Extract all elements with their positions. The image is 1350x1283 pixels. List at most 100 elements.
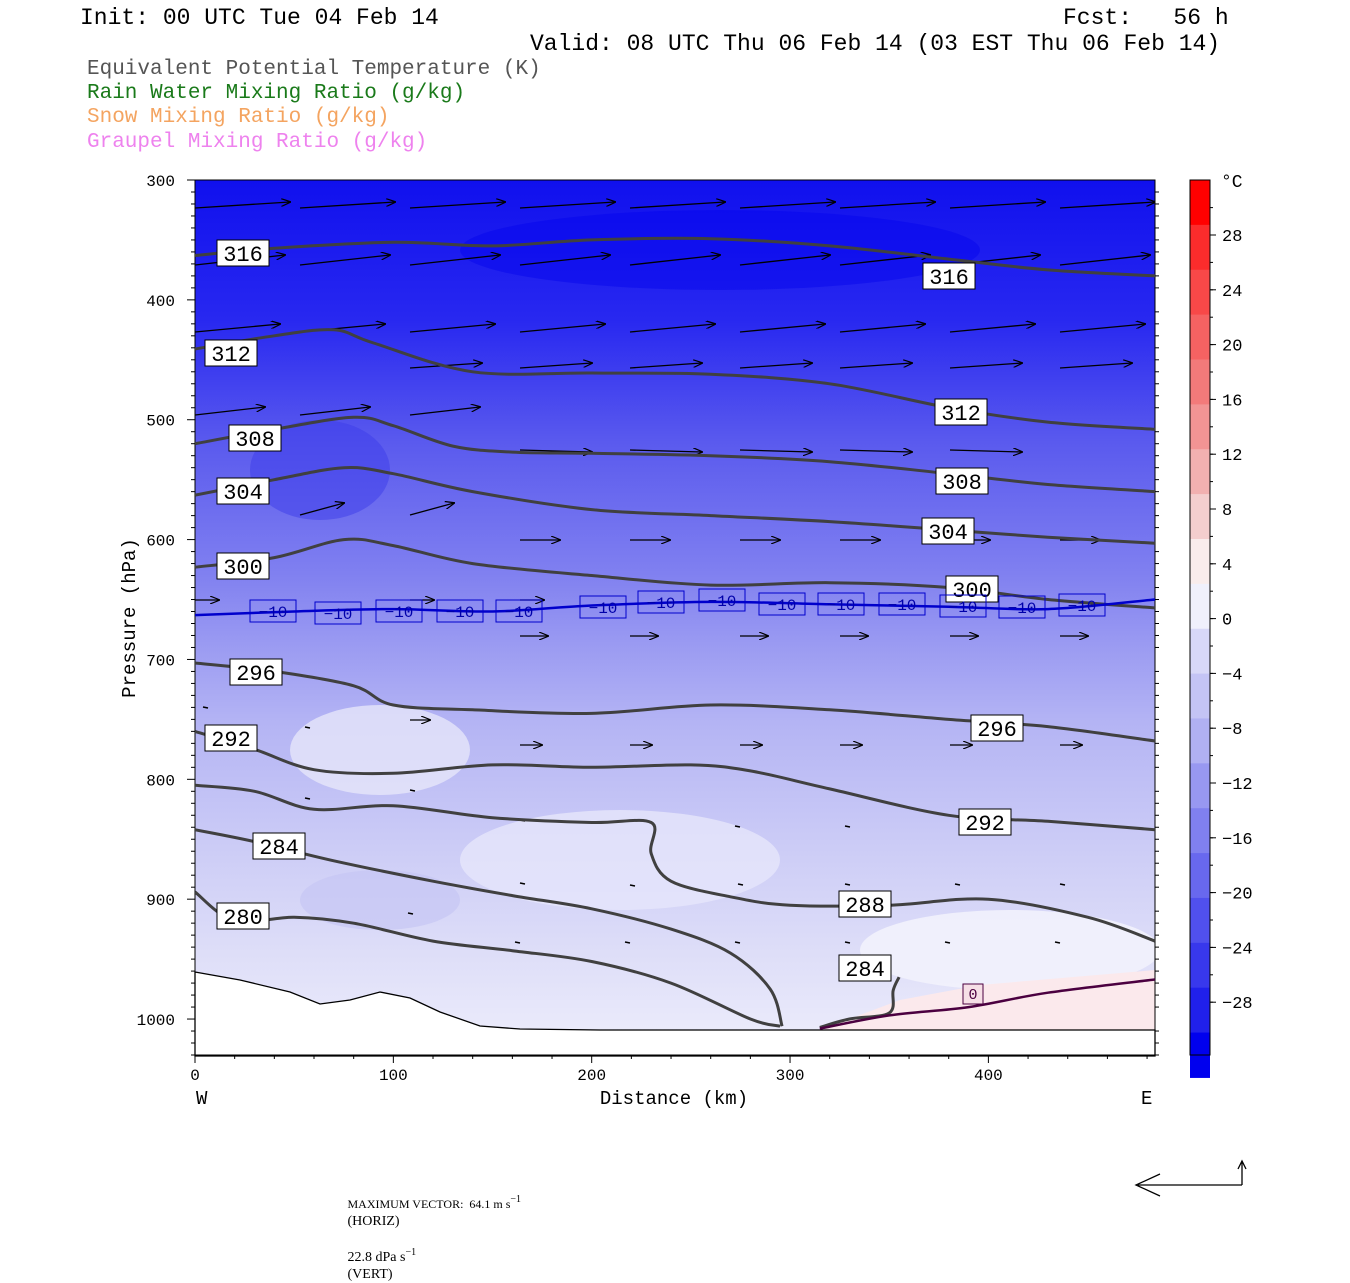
- wind-vector: [739, 202, 835, 209]
- contour-label-box: [579, 595, 627, 619]
- colorbar-tick-label: 4: [1222, 557, 1232, 576]
- colorbar-band: [1190, 224, 1210, 271]
- x-tick-label: 0: [190, 1067, 200, 1085]
- wind-vector-small: [629, 884, 636, 887]
- wind-vector-small: [514, 941, 521, 944]
- colorbar: 28 24 20 16 12 8 4 0 −4 −8 −12 −16 −20 −24 −28: [1189, 179, 1253, 1078]
- contour-label: −10: [385, 604, 414, 622]
- wind-vector: [839, 324, 925, 333]
- colorbar-tick-label: −28: [1222, 995, 1253, 1014]
- contour-label: −10: [324, 606, 353, 624]
- colorbar-band: [1190, 763, 1210, 809]
- contour-label: 288: [845, 894, 885, 919]
- wind-vector-small: [407, 912, 414, 915]
- contour-label: −10: [647, 595, 676, 613]
- colorbar-tick-label: −16: [1222, 831, 1253, 850]
- contour-label: −10: [827, 597, 856, 615]
- contour-label-box: [216, 477, 270, 505]
- contour-label-box: [962, 983, 984, 1005]
- colorbar-band: [1190, 314, 1210, 360]
- colorbar-tick-label: 12: [1222, 447, 1242, 466]
- wind-vector: [195, 407, 265, 416]
- contour-labels: 316 316 312 312 308 308 304 304 300 300 296 296 292 2…: [204, 239, 1106, 1005]
- init-time: Init: 00 UTC Tue 04 Feb 14: [80, 5, 439, 31]
- x-tick-label: 400: [974, 1067, 1003, 1085]
- wind-vector-small: [624, 941, 631, 944]
- theta-e-contour-280: [195, 890, 781, 1028]
- legend-item-rain: Rain Water Mixing Ratio (g/kg): [87, 82, 466, 105]
- wind-vector: [519, 255, 610, 266]
- wind-vector: [629, 255, 720, 266]
- legend-item-snow: Snow Mixing Ratio (g/kg): [87, 106, 390, 129]
- legend-item-theta-e: Equivalent Potential Temperature (K): [87, 58, 541, 81]
- wind-vector: [519, 324, 605, 333]
- y-tick-label: 1000: [137, 1012, 175, 1030]
- contour-label: −10: [446, 604, 475, 622]
- theta-e-contour-316: [195, 236, 1155, 278]
- colorbar-tick-label: 20: [1222, 338, 1242, 357]
- wind-vector: [519, 202, 615, 209]
- colorbar-tick-label: −4: [1222, 666, 1242, 685]
- max-vector-note: MAXIMUM VECTOR: 64.1 m s−1 (HORIZ) 22.8 …: [347, 1194, 522, 1282]
- colorbar-tick-label: −8: [1222, 721, 1242, 740]
- wind-vector: [739, 363, 812, 369]
- contour-label: 312: [211, 343, 251, 368]
- contour-label: −10: [1008, 600, 1037, 618]
- wind-vector: [839, 450, 912, 452]
- wind-vector: [739, 450, 812, 452]
- y-axis-label: Pressure (hPa): [119, 538, 141, 698]
- contour-label-box: [998, 595, 1046, 619]
- contour-label: −10: [259, 604, 288, 622]
- contour-label-box: [934, 398, 988, 426]
- wind-vector-small: [737, 883, 744, 886]
- plot-area: [194, 179, 1156, 1057]
- wind-vector: [299, 407, 370, 416]
- contour-label: 304: [928, 521, 968, 546]
- wind-vector: [1059, 324, 1145, 333]
- contour-label-box: [375, 599, 423, 623]
- temperature-contour--10: [195, 598, 1155, 617]
- wind-vector-small: [844, 941, 851, 944]
- contour-label: 316: [929, 266, 969, 291]
- contour-label: 312: [941, 402, 981, 427]
- contour-label: 0: [968, 987, 977, 1004]
- contour-label-box: [314, 601, 362, 625]
- contour-label: 316: [223, 243, 263, 268]
- wind-vector: [409, 503, 454, 516]
- colorbar-band: [1190, 942, 1210, 989]
- contour-label-box: [838, 954, 892, 982]
- colorbar-tick-label: 8: [1222, 502, 1232, 521]
- x-axis-label: Distance (km): [600, 1088, 748, 1110]
- colorbar-tick-label: 24: [1222, 283, 1242, 302]
- colorbar-band: [1190, 987, 1210, 1034]
- wind-vector-small: [954, 883, 961, 886]
- colorbar-frame: [1189, 179, 1211, 1056]
- contour-label: 300: [952, 579, 992, 604]
- west-label: W: [196, 1088, 208, 1110]
- contour-label-box: [216, 902, 270, 930]
- colorbar-band: [1190, 180, 1210, 226]
- contour-label: 308: [235, 428, 275, 453]
- shading-details: [250, 210, 1155, 1030]
- wind-vector: [409, 324, 495, 333]
- wind-vector: [629, 363, 702, 369]
- contour-label: −10: [1068, 598, 1097, 616]
- y-tick-label: 500: [146, 413, 175, 431]
- contour-label: −10: [708, 593, 737, 611]
- wind-vector: [739, 255, 830, 266]
- y-tick-label: 800: [146, 772, 175, 790]
- wind-vector-small: [1054, 941, 1061, 944]
- contour-label-box: [970, 714, 1024, 742]
- wind-vector-small: [944, 941, 951, 944]
- colorbar-band: [1190, 673, 1210, 719]
- contour-label-box: [637, 590, 685, 614]
- x-tick-label: 300: [776, 1067, 805, 1085]
- wind-vector-small: [519, 882, 526, 885]
- colorbar-band: [1190, 718, 1210, 764]
- contour-label-box: [958, 808, 1012, 836]
- colorbar-band: [1190, 897, 1210, 944]
- y-tick-label: 400: [146, 293, 175, 311]
- contour-label-box: [698, 588, 746, 612]
- contour-label-box: [204, 724, 258, 752]
- temperature-contour-0: [819, 978, 1155, 1030]
